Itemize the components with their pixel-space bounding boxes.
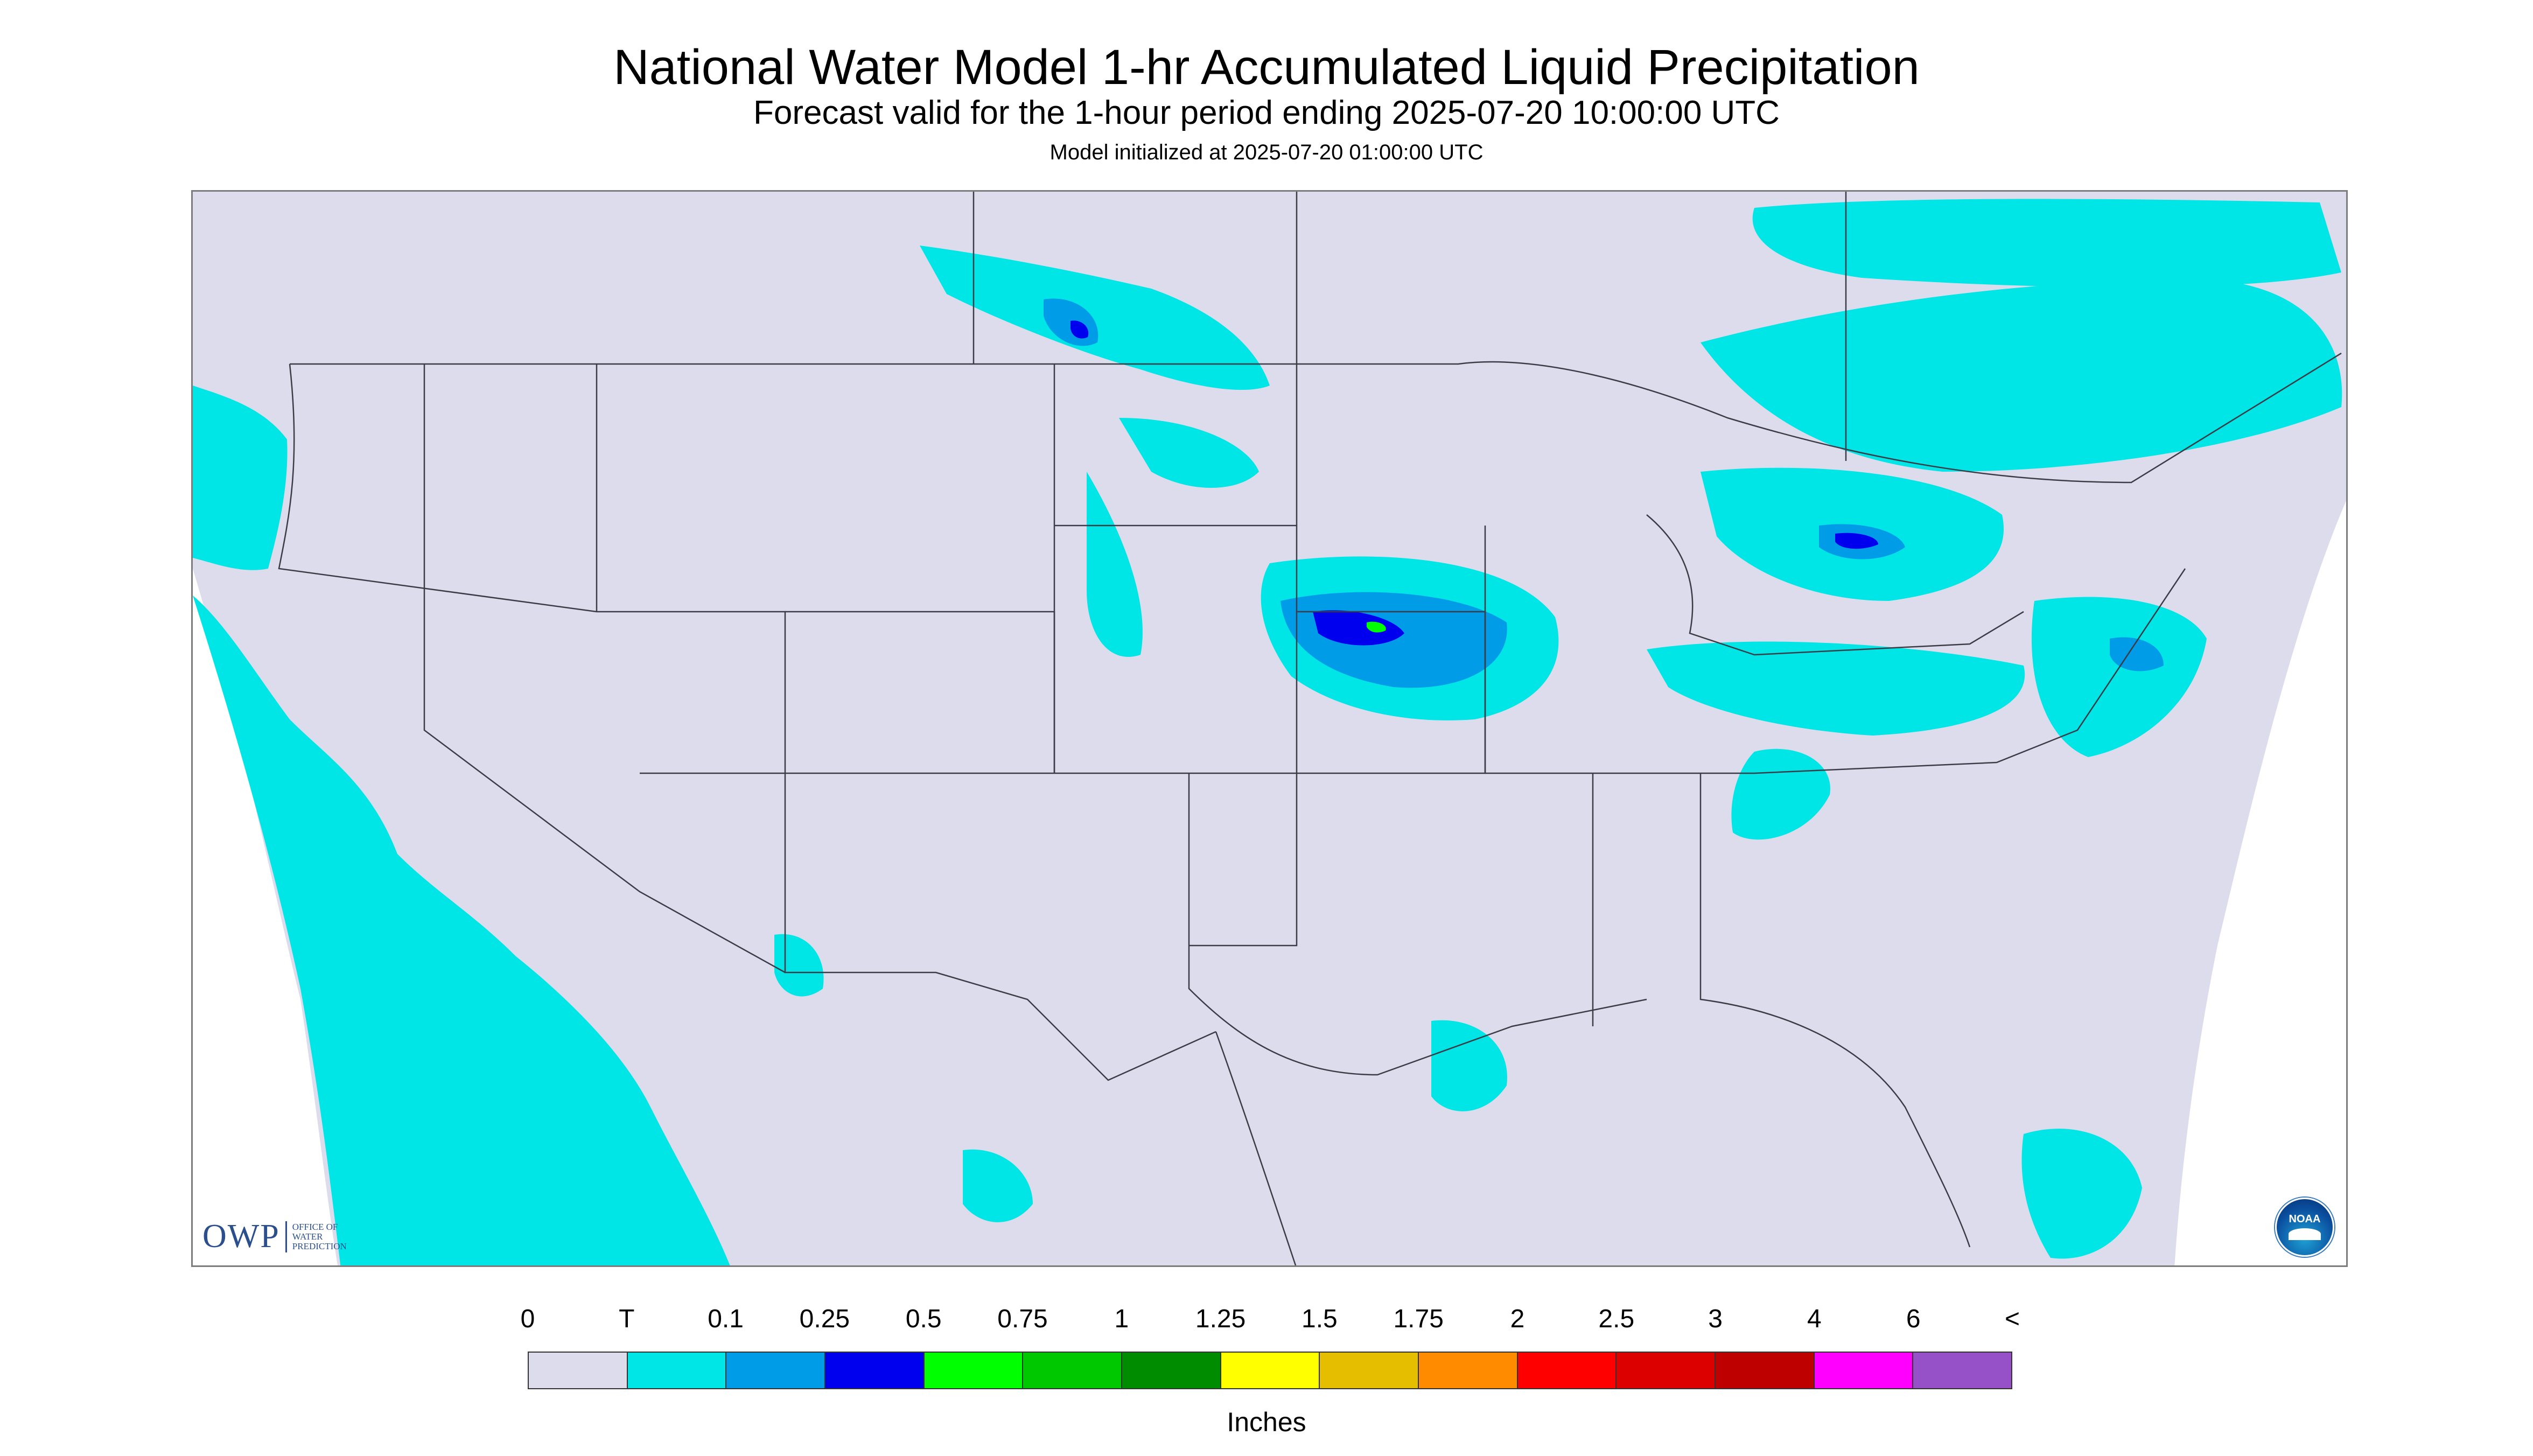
legend-swatch: [1221, 1353, 1320, 1388]
precip-ontario-moderate: [1835, 533, 1878, 549]
precip-hudson-bay: [1752, 199, 2341, 288]
precip-pacific-ocean: [193, 596, 730, 1265]
legend-tick-label: 4: [1807, 1305, 1822, 1333]
legend-tick-label: 3: [1708, 1305, 1723, 1333]
owp-logo-wordmark: OWP: [202, 1218, 280, 1255]
noaa-logo: NOAA: [2275, 1198, 2334, 1257]
legend-swatch: [1617, 1353, 1716, 1388]
map-canvas: [193, 192, 2346, 1265]
legend-swatch: [1814, 1353, 1914, 1388]
boundaries: [278, 192, 2342, 1265]
precip-pacific-nw: [193, 386, 288, 570]
precip-atlantic-se: [2021, 1129, 2142, 1259]
legend-swatch: [627, 1353, 727, 1388]
precip-midwest-moderate: [1313, 610, 1404, 646]
model-init-text: Model initialized at 2025-07-20 01:00:00…: [1049, 141, 1484, 164]
legend-tick-label: T: [619, 1305, 635, 1333]
legend-swatch: [1913, 1353, 2012, 1388]
legend-swatch: [924, 1353, 1024, 1388]
owp-logo-subtext: OFFICE OF WATER PREDICTION: [292, 1221, 347, 1251]
legend-swatch: [1419, 1353, 1518, 1388]
legend-tick-label: <: [2004, 1305, 2020, 1333]
legend-swatch: [1517, 1353, 1617, 1388]
owp-logo: OWP OFFICE OF WATER PREDICTION: [202, 1217, 347, 1256]
legend-tick-label: 0: [520, 1305, 535, 1333]
no-data-region-left: [193, 192, 338, 1265]
legend-tick-label: 0.25: [799, 1305, 850, 1333]
precip-mexico-sonora: [774, 934, 824, 997]
legend-units: Inches: [1227, 1407, 1306, 1437]
legend-swatch: [1023, 1353, 1123, 1388]
legend-swatch: [1320, 1353, 1419, 1388]
precip-midwest-heavy: [1367, 621, 1386, 633]
legend-tick-label: 1.5: [1302, 1305, 1338, 1333]
precip-quebec: [1701, 281, 2342, 472]
legend-tick-label: 0.75: [997, 1305, 1048, 1333]
precip-appalachians: [1731, 748, 1830, 840]
precip-canada-moderate: [1070, 320, 1089, 339]
no-data-region-right: [2174, 501, 2346, 1265]
precip-northeast: [2031, 597, 2207, 757]
legend-tick-label: 2.5: [1598, 1305, 1635, 1333]
legend-tick-label: 1: [1114, 1305, 1129, 1333]
legend-swatch: [726, 1353, 826, 1388]
precip-ohio-valley: [1647, 641, 2025, 736]
legend-tick-label: 0.1: [708, 1305, 744, 1333]
precipitation-map: OWP OFFICE OF WATER PREDICTION NOAA: [191, 190, 2348, 1267]
color-legend: [528, 1352, 2012, 1389]
legend-swatch: [825, 1353, 925, 1388]
legend-tick-label: 0.5: [905, 1305, 942, 1333]
noaa-logo-text: NOAA: [2289, 1213, 2321, 1225]
legend-swatch: [529, 1353, 628, 1388]
owp-logo-divider: [285, 1221, 287, 1252]
noaa-bird-icon: [2289, 1228, 2321, 1240]
forecast-subtitle: Forecast valid for the 1-hour period end…: [753, 94, 1780, 131]
precip-canada-prairies: [920, 246, 1270, 390]
precip-nebraska: [1087, 472, 1143, 657]
legend-tick-label: 1.25: [1195, 1305, 1246, 1333]
legend-swatch: [1716, 1353, 1815, 1388]
precip-dakotas: [1119, 418, 1259, 488]
legend-swatch: [1122, 1353, 1221, 1388]
legend-tick-label: 2: [1510, 1305, 1525, 1333]
map-title: National Water Model 1-hr Accumulated Li…: [613, 40, 1920, 95]
legend-tick-label: 6: [1906, 1305, 1921, 1333]
precip-gulf-scattered: [1431, 1020, 1507, 1111]
precip-sierra-madre: [963, 1149, 1033, 1222]
legend-tick-label: 1.75: [1393, 1305, 1444, 1333]
